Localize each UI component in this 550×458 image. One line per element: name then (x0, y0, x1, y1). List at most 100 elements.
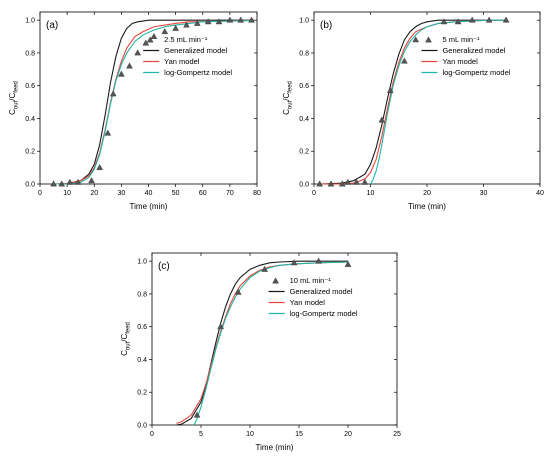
panel-1: 0 10 20 30 40 50 60 70 80 0.0 0.2 0.4 0.6 0.8 1.0 Time … (8, 11, 261, 211)
x-tick-label: 20 (90, 190, 98, 197)
x-tick-label: 20 (423, 190, 431, 197)
data-point (226, 16, 234, 23)
data-point (215, 18, 223, 25)
y-tick-label: 0.6 (137, 324, 147, 331)
legend-label-yan: Yan model (164, 57, 200, 66)
x-tick-label: 60 (199, 190, 207, 197)
legend-label-generalized: Generalized model (442, 46, 505, 55)
legend: 5 mL min⁻¹ Generalized model Yan model log-… (421, 35, 511, 77)
data-point (386, 87, 394, 94)
data-point (134, 49, 141, 56)
x-tick-label: 0 (38, 190, 42, 197)
data-point (237, 16, 245, 23)
data-point (126, 62, 133, 69)
data-point (193, 19, 201, 26)
y-axis-title-part: feed (14, 81, 20, 93)
legend-label-gompertz: log-Gompertz model (290, 309, 358, 318)
data-point (183, 21, 190, 28)
series-line-1 (176, 260, 348, 426)
x-tick-label: 50 (172, 190, 180, 197)
data-point (261, 265, 269, 272)
y-tick-label: 1.0 (299, 18, 309, 25)
data-point (193, 411, 201, 418)
x-tick-label: 5 (199, 431, 203, 438)
x-tick-label: 40 (145, 190, 153, 197)
y-tick-label: 0.2 (25, 149, 35, 156)
plot-frame (39, 11, 258, 185)
y-axis-title-part: feed (126, 322, 132, 334)
legend-label-generalized: Generalized model (164, 46, 227, 55)
data-point (104, 129, 112, 136)
data-point (412, 36, 420, 43)
x-tick-label: 30 (117, 190, 125, 197)
x-axis-title: Time (min) (408, 202, 446, 211)
y-axis-title-part: C (8, 109, 17, 115)
data-point (66, 178, 74, 185)
legend-label-experimental: 2.5 mL min⁻¹ (164, 35, 208, 44)
x-tick-label: 10 (246, 431, 254, 438)
series-line-2 (319, 19, 507, 185)
legend-marker-experimental (272, 277, 279, 284)
y-tick-label: 0.0 (137, 423, 147, 430)
data-point (485, 16, 493, 23)
series-line-3 (370, 19, 507, 185)
x-tick-label: 10 (367, 190, 375, 197)
panel-label: (b) (320, 20, 332, 31)
y-tick-label: 0.4 (137, 357, 147, 364)
y-tick-label: 0.2 (137, 390, 147, 397)
data-point (344, 260, 352, 267)
data-point (118, 70, 125, 77)
data-point (234, 288, 242, 295)
x-tick-label: 0 (150, 431, 154, 438)
data-point (204, 18, 212, 25)
data-point (161, 28, 169, 35)
data-point (353, 178, 360, 185)
x-axis-title: Time (min) (256, 443, 294, 452)
x-tick-label: 15 (295, 431, 303, 438)
y-tick-label: 0.2 (299, 149, 309, 156)
y-axis-title-part: out (14, 100, 20, 109)
legend-label-generalized: Generalized model (290, 287, 353, 296)
x-tick-label: 80 (253, 190, 261, 197)
data-point (361, 178, 369, 185)
legend: 10 mL min⁻¹ Generalized model Yan model log… (268, 276, 358, 318)
x-tick-label: 25 (393, 431, 401, 438)
plot-frame (151, 252, 398, 426)
data-point (316, 180, 323, 187)
y-tick-label: 0.4 (299, 116, 309, 123)
panel-3: 0 5 10 15 20 25 0.0 0.2 0.4 0.6 0.8 1.0 Time (min) Co… (120, 252, 401, 452)
legend-label-gompertz: log-Gompertz model (442, 68, 510, 77)
x-tick-label: 10 (63, 190, 71, 197)
y-tick-label: 0.8 (137, 291, 147, 298)
y-axis-title-part: /C (120, 334, 129, 342)
legend-label-gompertz: log-Gompertz model (164, 68, 232, 77)
panel-label: (c) (158, 261, 170, 272)
y-tick-label: 1.0 (137, 259, 147, 266)
y-axis-title-part: /C (282, 93, 291, 101)
data-point (327, 180, 335, 187)
data-point (150, 32, 158, 39)
x-tick-label: 0 (312, 190, 316, 197)
y-tick-label: 0.6 (25, 83, 35, 90)
legend: 2.5 mL min⁻¹ Generalized model Yan model lo… (143, 35, 232, 77)
data-point (315, 257, 322, 264)
x-tick-label: 70 (226, 190, 234, 197)
y-axis-title: Cout/Cfeed (120, 322, 132, 356)
y-axis-title-part: out (126, 341, 132, 350)
data-point (58, 180, 66, 187)
y-axis-title-part: out (288, 100, 294, 109)
data-point (142, 39, 150, 46)
series-line-1 (319, 19, 507, 185)
data-point (290, 259, 298, 266)
x-tick-label: 30 (480, 190, 488, 197)
panel-2: 0 10 20 30 40 0.0 0.2 0.4 0.6 0.8 1.0 Time (min) Cou… (282, 11, 544, 211)
data-point (217, 323, 224, 330)
y-tick-label: 0.4 (25, 116, 35, 123)
legend-marker-experimental (425, 36, 432, 43)
legend-label-experimental: 10 mL min⁻¹ (290, 276, 332, 285)
data-point (344, 178, 352, 185)
y-axis-title: Cout/Cfeed (282, 81, 294, 115)
data-point (378, 116, 386, 123)
legend-label-yan: Yan model (290, 298, 326, 307)
data-point (468, 16, 476, 23)
